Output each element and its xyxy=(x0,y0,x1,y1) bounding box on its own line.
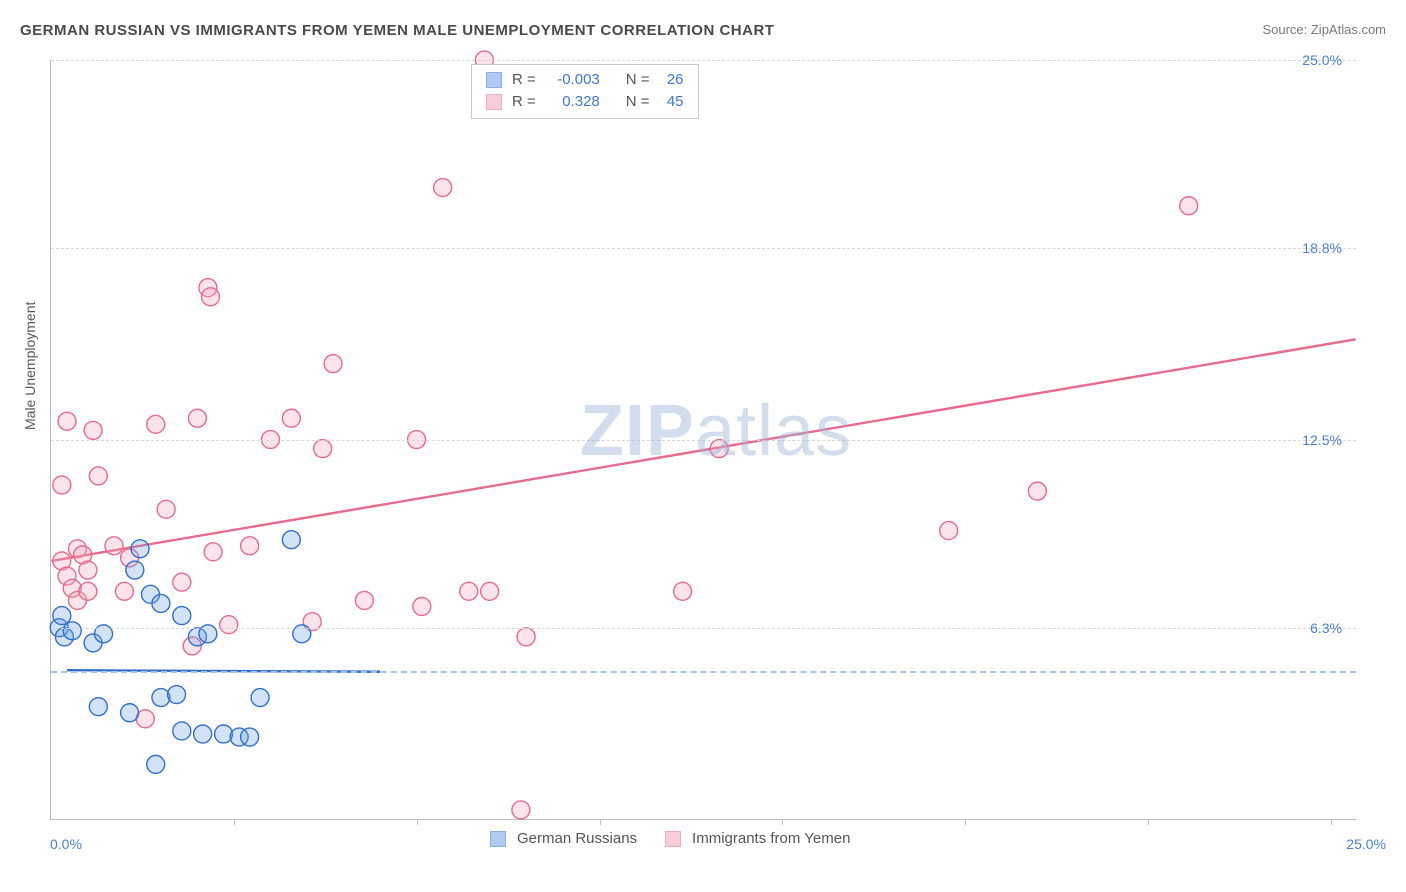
gridline-h xyxy=(51,60,1356,61)
data-point xyxy=(940,522,958,540)
n-value: 26 xyxy=(656,69,684,91)
y-tick-label: 25.0% xyxy=(1302,52,1342,68)
source-label: Source: ZipAtlas.com xyxy=(1262,22,1386,37)
bottom-legend: German Russians Immigrants from Yemen xyxy=(490,830,850,847)
data-point xyxy=(126,561,144,579)
data-point xyxy=(152,689,170,707)
data-point xyxy=(324,355,342,373)
r-value: -0.003 xyxy=(542,69,600,91)
data-point xyxy=(251,689,269,707)
legend-item: Immigrants from Yemen xyxy=(665,830,850,847)
data-point xyxy=(89,698,107,716)
x-tick xyxy=(1331,819,1332,825)
data-point xyxy=(194,725,212,743)
chart-title: GERMAN RUSSIAN VS IMMIGRANTS FROM YEMEN … xyxy=(20,22,774,39)
x-tick xyxy=(417,819,418,825)
data-point xyxy=(215,725,233,743)
dashed-reference-line xyxy=(51,671,1356,673)
data-point xyxy=(481,582,499,600)
data-point xyxy=(282,531,300,549)
gridline-h xyxy=(51,440,1356,441)
legend-swatch xyxy=(665,831,681,847)
legend-swatch xyxy=(486,94,502,110)
stats-row: R = -0.003 N = 26 xyxy=(486,69,684,91)
chart-plot-area: R = -0.003 N = 26 R = 0.328 N = 45 6.3% 12.5% 18.… xyxy=(50,60,1356,820)
data-point xyxy=(53,476,71,494)
data-point xyxy=(147,415,165,433)
r-label: R = xyxy=(512,69,536,91)
data-point xyxy=(220,616,238,634)
data-point xyxy=(460,582,478,600)
data-point xyxy=(115,582,133,600)
data-point xyxy=(89,467,107,485)
x-tick xyxy=(234,819,235,825)
data-point xyxy=(241,537,259,555)
r-label: R = xyxy=(512,91,536,113)
data-point xyxy=(1180,197,1198,215)
data-point xyxy=(79,582,97,600)
legend-item: German Russians xyxy=(490,830,637,847)
data-point xyxy=(147,755,165,773)
gridline-h xyxy=(51,628,1356,629)
data-point xyxy=(58,412,76,430)
x-tick xyxy=(600,819,601,825)
data-point xyxy=(241,728,259,746)
trend-line xyxy=(51,339,1355,561)
data-point xyxy=(168,686,186,704)
r-value: 0.328 xyxy=(542,91,600,113)
data-point xyxy=(79,561,97,579)
data-point xyxy=(204,543,222,561)
x-tick xyxy=(782,819,783,825)
data-point xyxy=(282,409,300,427)
data-point xyxy=(413,597,431,615)
x-tick xyxy=(1148,819,1149,825)
data-point xyxy=(157,500,175,518)
x-tick xyxy=(965,819,966,825)
correlation-stats-box: R = -0.003 N = 26 R = 0.328 N = 45 xyxy=(471,64,699,119)
data-point xyxy=(53,607,71,625)
data-point xyxy=(674,582,692,600)
x-origin-label: 0.0% xyxy=(50,836,82,852)
n-label: N = xyxy=(626,69,650,91)
data-point xyxy=(314,440,332,458)
data-point xyxy=(201,288,219,306)
data-point xyxy=(63,622,81,640)
x-max-label: 25.0% xyxy=(1346,836,1386,852)
data-point xyxy=(84,421,102,439)
data-point xyxy=(105,537,123,555)
data-point xyxy=(173,607,191,625)
legend-label: German Russians xyxy=(517,830,637,847)
n-label: N = xyxy=(626,91,650,113)
data-point xyxy=(173,573,191,591)
legend-swatch xyxy=(490,831,506,847)
y-tick-label: 6.3% xyxy=(1310,620,1342,636)
data-point xyxy=(131,540,149,558)
y-axis-label: Male Unemployment xyxy=(22,302,38,430)
data-point xyxy=(1028,482,1046,500)
n-value: 45 xyxy=(656,91,684,113)
legend-label: Immigrants from Yemen xyxy=(692,830,850,847)
data-point xyxy=(355,591,373,609)
data-point xyxy=(517,628,535,646)
data-point xyxy=(152,594,170,612)
data-point xyxy=(710,440,728,458)
y-tick-label: 18.8% xyxy=(1302,240,1342,256)
data-point xyxy=(188,409,206,427)
data-point xyxy=(512,801,530,819)
data-point xyxy=(434,179,452,197)
stats-row: R = 0.328 N = 45 xyxy=(486,91,684,113)
data-point xyxy=(121,704,139,722)
legend-swatch xyxy=(486,72,502,88)
gridline-h xyxy=(51,248,1356,249)
y-tick-label: 12.5% xyxy=(1302,432,1342,448)
data-point xyxy=(173,722,191,740)
